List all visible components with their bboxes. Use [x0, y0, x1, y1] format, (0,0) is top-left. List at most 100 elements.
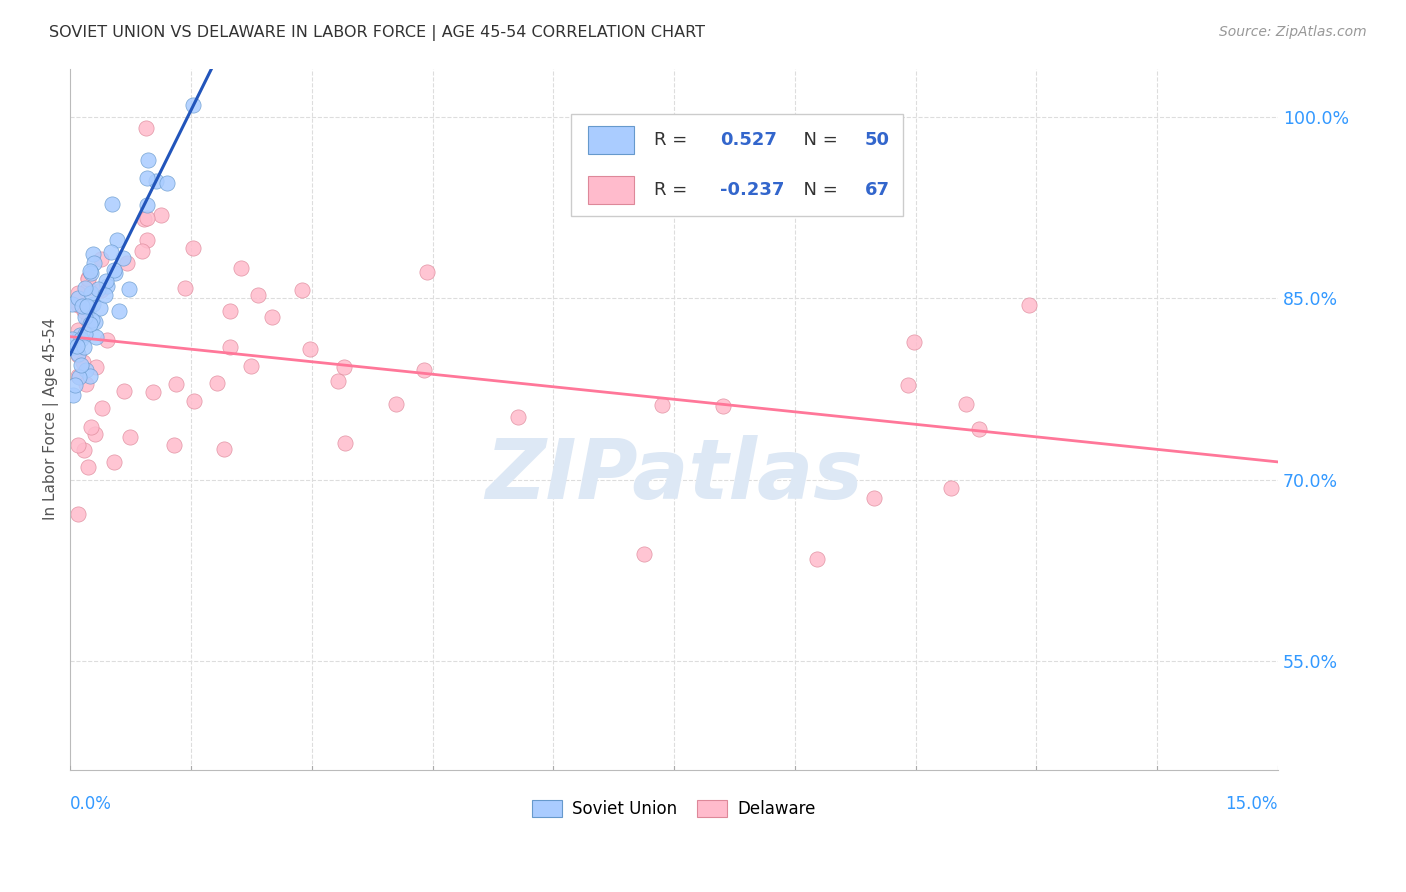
- Point: [73, 442, 96, 457]
- Point: [131, 244, 153, 258]
- Point: [165, 377, 187, 392]
- Point: [333, 359, 356, 374]
- Point: [66, 339, 89, 353]
- Point: [80, 312, 103, 326]
- Point: [506, 410, 529, 425]
- Point: [69, 327, 91, 342]
- Text: N =: N =: [793, 130, 844, 149]
- Point: [142, 384, 165, 399]
- Text: 0.527: 0.527: [720, 130, 776, 149]
- Point: [939, 481, 962, 495]
- Point: [120, 430, 142, 444]
- Point: [218, 340, 240, 354]
- Point: [135, 170, 157, 185]
- Point: [67, 298, 90, 312]
- Point: [91, 401, 114, 416]
- Point: [67, 323, 90, 337]
- Point: [108, 303, 131, 318]
- Point: [62, 332, 84, 346]
- Point: [239, 359, 262, 373]
- Point: [76, 271, 98, 285]
- Text: R =: R =: [654, 181, 693, 200]
- Point: [84, 329, 107, 343]
- Point: [115, 256, 138, 270]
- Point: [77, 460, 100, 475]
- Text: Source: ZipAtlas.com: Source: ZipAtlas.com: [1219, 25, 1367, 39]
- Point: [79, 264, 101, 278]
- Point: [76, 299, 98, 313]
- Text: ZIPatlas: ZIPatlas: [485, 435, 863, 516]
- Point: [93, 288, 115, 302]
- Point: [82, 297, 104, 311]
- Point: [136, 153, 159, 167]
- Point: [145, 173, 167, 187]
- Point: [298, 343, 321, 357]
- Text: 50: 50: [865, 130, 890, 149]
- Point: [96, 278, 118, 293]
- Legend: Soviet Union, Delaware: Soviet Union, Delaware: [526, 793, 823, 825]
- Point: [62, 340, 84, 354]
- Point: [135, 120, 157, 135]
- Point: [77, 301, 100, 315]
- Point: [67, 348, 90, 362]
- Point: [384, 397, 406, 411]
- Point: [75, 310, 97, 325]
- Point: [333, 435, 356, 450]
- Point: [955, 397, 977, 411]
- Point: [89, 301, 111, 316]
- Text: R =: R =: [654, 130, 693, 149]
- Point: [90, 283, 112, 297]
- Point: [262, 310, 284, 324]
- Text: -0.237: -0.237: [720, 181, 785, 200]
- Point: [83, 256, 105, 270]
- Point: [83, 427, 105, 442]
- Point: [75, 362, 97, 376]
- Point: [136, 198, 159, 212]
- Point: [90, 252, 112, 266]
- Point: [183, 394, 205, 409]
- Point: [67, 370, 90, 384]
- Bar: [588, 126, 634, 153]
- Point: [416, 265, 439, 279]
- Point: [212, 442, 235, 457]
- Point: [84, 315, 107, 329]
- Point: [291, 283, 314, 297]
- Point: [73, 340, 96, 354]
- Point: [75, 376, 97, 391]
- Point: [100, 245, 122, 260]
- Point: [328, 374, 350, 388]
- Point: [136, 233, 159, 247]
- Bar: [588, 177, 634, 204]
- Point: [163, 438, 186, 452]
- Point: [218, 304, 240, 318]
- Point: [207, 376, 229, 390]
- FancyBboxPatch shape: [571, 114, 904, 216]
- Point: [80, 420, 103, 434]
- Point: [118, 282, 141, 296]
- Point: [67, 507, 90, 521]
- Point: [73, 326, 96, 341]
- Point: [77, 271, 100, 285]
- Point: [247, 288, 270, 302]
- Point: [62, 388, 84, 402]
- Point: [633, 547, 655, 561]
- Point: [72, 355, 94, 369]
- Point: [903, 334, 925, 349]
- Point: [711, 400, 734, 414]
- Text: 0.0%: 0.0%: [70, 795, 112, 813]
- Text: 15.0%: 15.0%: [1226, 795, 1278, 813]
- Point: [86, 282, 108, 296]
- Point: [103, 262, 125, 277]
- Point: [67, 286, 90, 301]
- Point: [1018, 298, 1040, 312]
- Point: [72, 299, 94, 313]
- Point: [66, 347, 89, 361]
- Point: [103, 454, 125, 468]
- Point: [651, 398, 673, 412]
- Point: [79, 368, 101, 383]
- Point: [79, 317, 101, 331]
- Text: N =: N =: [793, 181, 844, 200]
- Point: [66, 291, 89, 305]
- Point: [63, 377, 86, 392]
- Point: [77, 314, 100, 328]
